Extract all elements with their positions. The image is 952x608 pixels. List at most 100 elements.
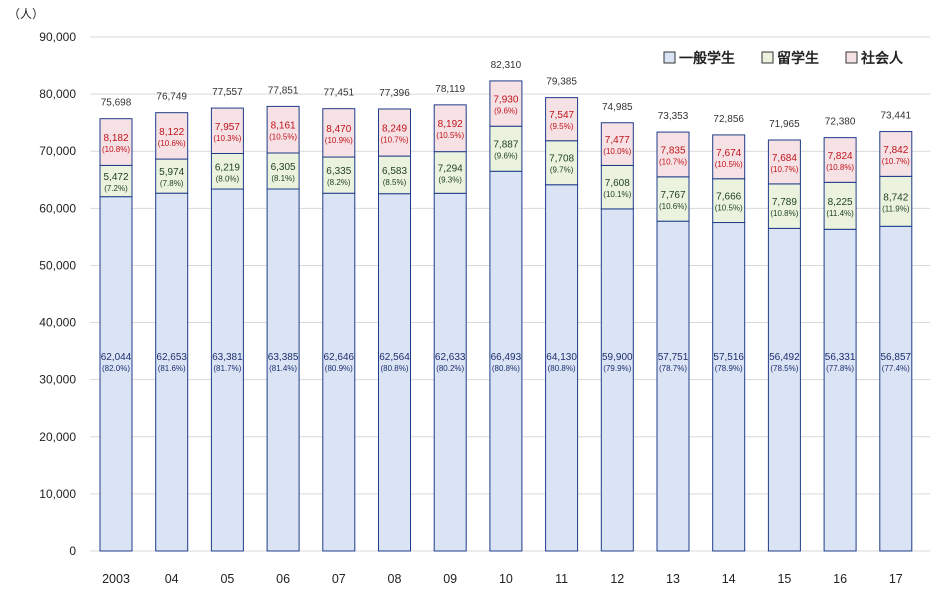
total-label: 77,557 bbox=[212, 87, 243, 98]
data-label: 62,564 bbox=[379, 352, 410, 363]
percent-label: (10.8%) bbox=[826, 163, 854, 172]
data-label: 57,751 bbox=[658, 352, 689, 363]
percent-label: (8.2%) bbox=[327, 178, 351, 187]
y-tick-label: 0 bbox=[69, 544, 76, 558]
x-tick-label: 11 bbox=[555, 572, 568, 586]
percent-label: (78.5%) bbox=[770, 364, 798, 373]
x-tick-label: 07 bbox=[332, 572, 346, 586]
legend-swatch bbox=[761, 51, 774, 64]
data-label: 62,653 bbox=[156, 352, 187, 363]
data-label: 7,294 bbox=[438, 163, 463, 174]
data-label: 7,608 bbox=[605, 178, 630, 189]
bar-segment-working-adults bbox=[656, 131, 690, 178]
y-tick-label: 80,000 bbox=[39, 87, 76, 101]
bars: 62,044(82.0%)5,472(7.2%)8,182(10.8%)75,6… bbox=[99, 60, 913, 552]
bar-segment-international-students bbox=[879, 175, 913, 227]
percent-label: (81.7%) bbox=[213, 364, 241, 373]
bar-segment-general-students bbox=[600, 208, 634, 552]
x-tick-label: 06 bbox=[276, 572, 290, 586]
bar-segment-working-adults bbox=[489, 80, 523, 127]
y-axis: 0 10,000 20,000 30,000 40,000 50,000 60,000 70,… bbox=[39, 30, 76, 558]
data-label: 59,900 bbox=[602, 352, 633, 363]
x-tick-label: 14 bbox=[722, 572, 736, 586]
bar-segment-working-adults bbox=[433, 104, 467, 153]
bar-segment-international-students bbox=[600, 164, 634, 210]
y-tick-label: 10,000 bbox=[39, 487, 76, 501]
y-tick-label: 90,000 bbox=[39, 30, 76, 44]
data-label: 62,633 bbox=[435, 352, 466, 363]
total-label: 78,119 bbox=[435, 84, 465, 95]
percent-label: (10.5%) bbox=[715, 160, 743, 169]
data-label: 7,708 bbox=[549, 154, 574, 165]
percent-label: (81.6%) bbox=[158, 364, 186, 373]
percent-label: (77.4%) bbox=[882, 364, 910, 373]
bar-segment-working-adults bbox=[823, 137, 857, 183]
bar-segment-general-students bbox=[656, 220, 690, 552]
x-tick-label: 16 bbox=[833, 572, 847, 586]
data-label: 8,161 bbox=[271, 121, 296, 132]
percent-label: (10.6%) bbox=[659, 202, 687, 211]
x-tick-label: 12 bbox=[610, 572, 624, 586]
bar-segment-general-students bbox=[767, 227, 801, 552]
percent-label: (10.3%) bbox=[213, 134, 241, 143]
percent-label: (80.9%) bbox=[325, 364, 353, 373]
percent-label: (11.9%) bbox=[882, 204, 910, 213]
percent-label: (80.8%) bbox=[492, 364, 520, 373]
bar-segment-working-adults bbox=[600, 122, 634, 166]
data-label: 66,493 bbox=[491, 352, 522, 363]
total-label: 73,441 bbox=[881, 111, 912, 122]
bar-segment-working-adults bbox=[545, 97, 579, 142]
percent-label: (7.8%) bbox=[160, 179, 184, 188]
data-label: 8,249 bbox=[382, 124, 407, 135]
x-tick-label: 09 bbox=[443, 572, 457, 586]
data-label: 6,219 bbox=[215, 162, 240, 173]
total-label: 72,380 bbox=[825, 117, 856, 128]
bar-segment-working-adults bbox=[266, 105, 300, 154]
bar-segment-general-students bbox=[99, 196, 133, 552]
legend-label: 社会人 bbox=[860, 50, 904, 66]
percent-label: (10.0%) bbox=[603, 147, 631, 156]
bar-segment-general-students bbox=[155, 192, 189, 552]
bar-segment-working-adults bbox=[767, 139, 801, 185]
data-label: 8,225 bbox=[828, 197, 853, 208]
bar-segment-international-students bbox=[656, 176, 690, 222]
legend-label: 留学生 bbox=[777, 50, 819, 66]
bar-segment-general-students bbox=[266, 188, 300, 552]
percent-label: (79.9%) bbox=[603, 364, 631, 373]
data-label: 8,742 bbox=[883, 192, 908, 203]
data-label: 7,684 bbox=[772, 153, 797, 164]
percent-label: (10.6%) bbox=[158, 139, 186, 148]
data-label: 6,335 bbox=[326, 166, 351, 177]
percent-label: (10.7%) bbox=[882, 157, 910, 166]
x-tick-label: 17 bbox=[889, 572, 903, 586]
data-label: 7,835 bbox=[660, 145, 685, 156]
percent-label: (10.7%) bbox=[380, 136, 408, 145]
total-label: 75,698 bbox=[101, 98, 132, 109]
data-label: 7,887 bbox=[493, 140, 518, 151]
percent-label: (8.5%) bbox=[383, 178, 407, 187]
percent-label: (10.1%) bbox=[603, 190, 631, 199]
legend-swatch bbox=[845, 51, 858, 64]
total-label: 77,451 bbox=[324, 88, 355, 99]
data-label: 7,930 bbox=[493, 95, 518, 106]
y-axis-unit-label: （人） bbox=[8, 7, 44, 21]
data-label: 8,182 bbox=[103, 133, 128, 144]
bar-segment-working-adults bbox=[99, 118, 133, 166]
percent-label: (8.0%) bbox=[216, 174, 240, 183]
percent-label: (8.1%) bbox=[271, 174, 295, 183]
y-tick-label: 70,000 bbox=[39, 144, 76, 158]
total-label: 79,385 bbox=[546, 77, 577, 88]
bar-segment-general-students bbox=[879, 225, 913, 552]
data-label: 56,857 bbox=[881, 352, 912, 363]
data-label: 7,666 bbox=[716, 192, 741, 203]
x-axis: 2003 04 05 06 07 08 09 10 11 12 13 14 15 16 17 bbox=[102, 572, 903, 586]
bar-segment-working-adults bbox=[879, 131, 913, 177]
bar-segment-working-adults bbox=[155, 112, 189, 160]
x-tick-label: 04 bbox=[165, 572, 179, 586]
percent-label: (10.8%) bbox=[770, 209, 798, 218]
bar-segment-international-students bbox=[823, 181, 857, 230]
percent-label: (77.8%) bbox=[826, 364, 854, 373]
total-label: 77,396 bbox=[379, 88, 410, 99]
percent-label: (9.6%) bbox=[494, 107, 518, 116]
y-tick-label: 50,000 bbox=[39, 258, 76, 272]
